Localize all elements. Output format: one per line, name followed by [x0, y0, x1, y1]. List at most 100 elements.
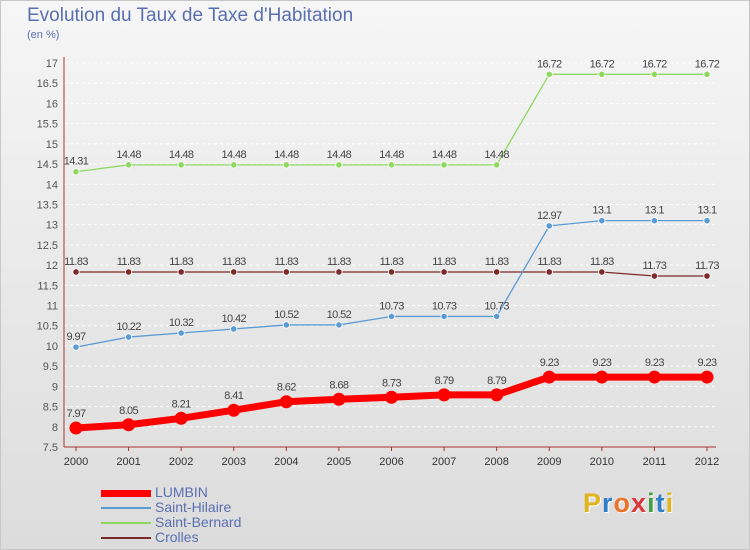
data-label-saint-hilaire: 9.97: [66, 331, 85, 343]
data-label-saint-hilaire: 10.32: [169, 317, 194, 329]
y-tick-label: 15: [46, 139, 58, 151]
legend-label-lumbin: LUMBIN: [155, 484, 208, 500]
data-point-crolles: [230, 268, 238, 276]
data-label-crolles: 11.83: [590, 256, 614, 268]
x-tick-label: 2002: [169, 456, 193, 468]
data-point-lumbin: [490, 388, 504, 402]
data-label-crolles: 11.83: [327, 256, 351, 268]
data-label-saint-bernard: 14.48: [379, 149, 404, 161]
y-tick-label: 8.5: [43, 402, 58, 414]
y-tick-label: 12: [46, 260, 58, 272]
data-point-saint-hilaire: [545, 222, 553, 230]
data-point-lumbin: [700, 370, 714, 384]
x-tick-label: 2006: [379, 456, 403, 468]
data-label-saint-hilaire: 10.52: [327, 309, 352, 321]
data-point-saint-hilaire: [72, 343, 80, 351]
x-tick-label: 2008: [484, 456, 508, 468]
data-point-saint-bernard: [703, 70, 711, 78]
data-label-saint-hilaire: 10.52: [274, 309, 299, 321]
x-tick-label: 2007: [432, 456, 456, 468]
data-point-crolles: [545, 268, 553, 276]
data-point-lumbin: [595, 370, 609, 384]
legend-label-saint-hilaire: Saint-Hilaire: [155, 499, 232, 515]
data-point-saint-hilaire: [230, 325, 238, 333]
x-tick-label: 2000: [64, 456, 88, 468]
data-label-crolles: 11.83: [117, 256, 141, 268]
y-tick-label: 17: [46, 58, 58, 70]
chart-title: Evolution du Taux de Taxe d'Habitation: [27, 5, 354, 26]
data-label-saint-hilaire: 10.73: [432, 300, 457, 312]
brand-letter: t: [655, 488, 666, 518]
y-tick-label: 9: [52, 381, 58, 393]
data-label-saint-bernard: 16.72: [695, 58, 720, 70]
data-point-crolles: [598, 268, 606, 276]
data-point-lumbin: [647, 370, 661, 384]
data-label-saint-hilaire: 10.22: [116, 321, 141, 333]
data-label-lumbin: 8.41: [224, 390, 243, 402]
chart-subtitle: (en %): [27, 29, 60, 41]
data-label-saint-bernard: 14.48: [432, 149, 457, 161]
data-label-saint-bernard: 16.72: [642, 58, 667, 70]
x-tick-label: 2001: [116, 456, 140, 468]
data-label-lumbin: 9.23: [697, 357, 716, 369]
data-label-saint-hilaire: 13.1: [592, 205, 611, 217]
y-tick-label: 14: [46, 179, 58, 191]
y-tick-label: 13.5: [37, 199, 58, 211]
data-label-saint-bernard: 14.31: [64, 156, 89, 168]
data-point-saint-hilaire: [387, 312, 396, 321]
data-point-lumbin: [174, 411, 188, 425]
y-tick-label: 16: [46, 98, 58, 110]
data-point-crolles: [387, 268, 396, 276]
brand-letter: r: [602, 488, 614, 518]
data-label-lumbin: 8.73: [382, 377, 401, 389]
data-point-crolles: [72, 268, 80, 276]
data-label-crolles: 11.83: [222, 256, 246, 268]
data-point-saint-bernard: [493, 161, 501, 169]
data-point-saint-hilaire: [598, 217, 606, 225]
data-label-saint-bernard: 14.48: [274, 149, 299, 161]
data-label-crolles: 11.73: [643, 260, 667, 272]
data-label-lumbin: 8.79: [435, 375, 454, 387]
legend-label-crolles: Crolles: [155, 529, 199, 545]
data-label-saint-bernard: 14.48: [484, 149, 509, 161]
data-point-saint-bernard: [72, 168, 80, 176]
y-tick-label: 16.5: [37, 78, 58, 90]
data-point-lumbin: [279, 395, 293, 409]
data-label-saint-bernard: 16.72: [590, 58, 615, 70]
data-label-lumbin: 8.05: [119, 405, 138, 417]
y-tick-label: 11.5: [37, 280, 58, 292]
data-label-saint-hilaire: 13.1: [645, 205, 664, 217]
data-point-saint-bernard: [650, 70, 659, 78]
data-label-crolles: 11.83: [485, 256, 509, 268]
y-tick-label: 13: [46, 220, 58, 232]
data-point-saint-hilaire: [282, 321, 290, 329]
data-point-saint-bernard: [387, 161, 396, 169]
data-label-saint-bernard: 14.48: [327, 149, 352, 161]
data-label-crolles: 11.73: [695, 260, 719, 272]
data-label-saint-bernard: 16.72: [537, 58, 562, 70]
data-label-saint-bernard: 14.48: [221, 149, 246, 161]
data-point-saint-hilaire: [440, 312, 448, 321]
y-tick-label: 14.5: [37, 159, 58, 171]
brand-letter: o: [613, 488, 632, 518]
brand-letter: i: [647, 488, 656, 518]
data-label-saint-bernard: 14.48: [116, 149, 141, 161]
data-point-saint-hilaire: [335, 321, 343, 329]
data-label-crolles: 11.83: [537, 256, 561, 268]
brand-letter: x: [631, 488, 648, 518]
y-tick-label: 7.5: [43, 442, 58, 454]
data-point-lumbin: [385, 390, 398, 404]
y-tick-label: 12.5: [37, 240, 58, 252]
data-point-crolles: [703, 272, 711, 280]
data-point-saint-bernard: [177, 161, 185, 169]
y-tick-label: 15.5: [37, 119, 58, 131]
data-point-saint-bernard: [282, 161, 290, 169]
data-point-saint-hilaire: [493, 312, 501, 321]
data-point-saint-hilaire: [703, 217, 711, 225]
data-point-lumbin: [332, 392, 346, 406]
legend-swatch-lumbin: [101, 489, 151, 497]
data-label-crolles: 11.83: [380, 256, 404, 268]
data-label-saint-hilaire: 10.73: [379, 300, 404, 312]
data-point-lumbin: [542, 370, 556, 384]
